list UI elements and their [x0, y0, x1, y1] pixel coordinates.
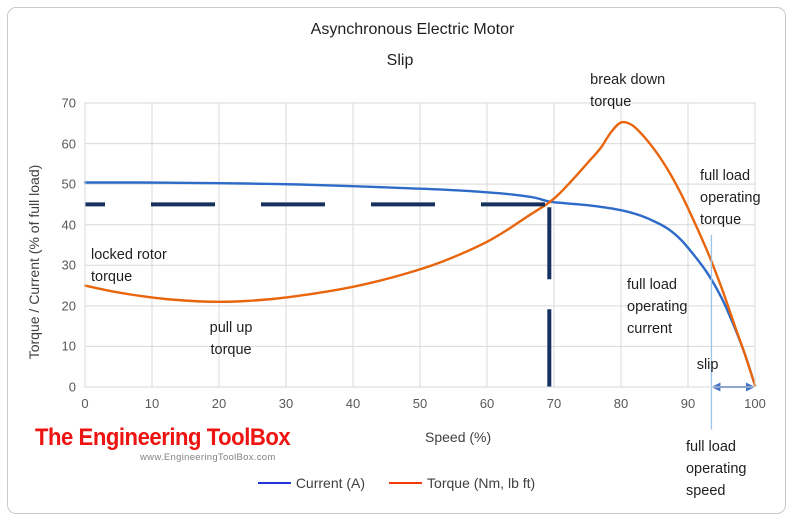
annotation-break-down-torque: break down torque [590, 71, 666, 110]
engineering-toolbox-logo: The Engineering ToolBox [35, 424, 291, 451]
annotation-full-load-operating-speed: full load operating speed [685, 439, 747, 500]
annotation-slip: slip [696, 357, 719, 374]
y-tick-label: 60 [61, 136, 76, 152]
series-line-current [83, 181, 757, 387]
x-tick-label: 50 [412, 396, 428, 411]
y-tick-label: 20 [61, 298, 76, 314]
x-tick-label: 0 [81, 396, 89, 411]
annotation-full-load-operating-current: full load operating current [627, 277, 688, 338]
legend-label: Current (A) [295, 475, 366, 491]
y-tick-label: 70 [61, 95, 76, 111]
y-axis-title: Torque / Current (% of full load) [26, 164, 42, 360]
x-tick-label: 100 [744, 396, 766, 411]
chart-subtitle: Slip [386, 52, 414, 69]
chart-title: Asynchronous Electric Motor [310, 21, 515, 38]
legend-line-swatch [257, 481, 291, 485]
x-tick-label: 20 [211, 396, 227, 411]
x-tick-label: 30 [278, 396, 294, 411]
x-tick-label: 60 [479, 396, 495, 411]
legend-item: Torque (Nm, lb ft) [389, 475, 535, 491]
chart-legend: Current (A) Torque (Nm, lb ft) [0, 475, 793, 491]
series-line-torque [83, 120, 757, 387]
annotation-pull-up-torque: pull up torque [209, 320, 253, 359]
annotation-full-load-operating-torque: full load operating torque [700, 167, 761, 228]
x-tick-label: 40 [345, 396, 361, 411]
y-tick-label: 10 [61, 338, 76, 354]
legend-item: Current (A) [257, 475, 366, 491]
legend-line-swatch [389, 481, 423, 485]
y-tick-label: 30 [61, 257, 76, 273]
y-tick-label: 40 [61, 217, 76, 233]
engineering-toolbox-url: www.EngineeringToolBox.com [140, 452, 276, 463]
x-tick-label: 10 [144, 396, 160, 411]
x-tick-label: 70 [546, 396, 562, 411]
y-tick-label: 0 [68, 379, 76, 395]
x-tick-label: 80 [613, 396, 629, 411]
x-axis-title: Speed (%) [425, 429, 492, 445]
plot-border [84, 102, 756, 388]
legend-label: Torque (Nm, lb ft) [427, 475, 536, 491]
annotation-locked-rotor-torque: locked rotor torque [91, 247, 167, 286]
y-tick-label: 50 [61, 176, 76, 192]
x-tick-label: 90 [680, 396, 696, 411]
